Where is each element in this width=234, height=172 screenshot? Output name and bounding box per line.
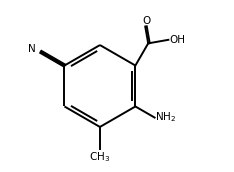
Text: CH$_3$: CH$_3$ (89, 150, 110, 164)
Text: O: O (142, 16, 150, 26)
Text: OH: OH (169, 35, 185, 45)
Text: NH$_2$: NH$_2$ (155, 111, 176, 125)
Text: N: N (28, 44, 36, 54)
